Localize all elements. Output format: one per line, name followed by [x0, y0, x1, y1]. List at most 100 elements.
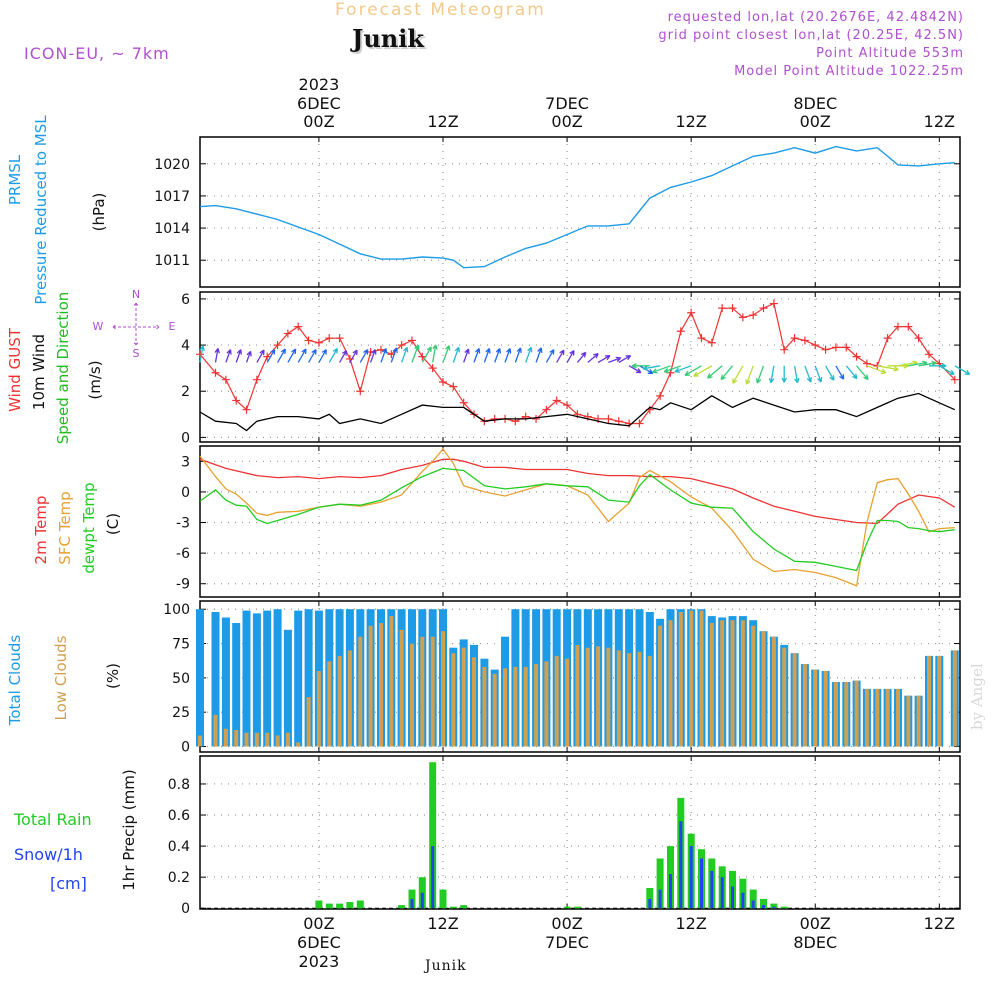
wind-direction-arrow: [793, 365, 800, 384]
wind-direction-arrow: [707, 365, 723, 379]
y-tick-label: -9: [176, 577, 190, 593]
wind-direction-arrow: [720, 365, 733, 381]
rain-bar: [770, 903, 778, 909]
gust-point: [883, 334, 892, 343]
low-cloud-bar: [720, 620, 725, 747]
wind-direction-arrow: [866, 365, 887, 374]
wind-direction-arrow: [756, 365, 765, 384]
low-cloud-bar: [399, 629, 404, 747]
total-cloud-bar: [221, 617, 230, 747]
wind-direction-arrow: [845, 365, 858, 380]
time-label-bottom: 12Z: [427, 914, 458, 933]
rain-bar: [429, 762, 437, 909]
sfc-temp-line: [199, 448, 955, 587]
total-cloud-bar: [252, 613, 261, 747]
snow-bar: [420, 892, 424, 909]
low-cloud-bar: [771, 636, 776, 747]
rain-bar: [656, 858, 664, 909]
y-tick-label: 0.4: [168, 839, 190, 855]
gust-point: [687, 308, 696, 317]
gust-point: [211, 368, 220, 377]
low-cloud-bar: [740, 620, 745, 747]
total-cloud-bar: [211, 612, 220, 747]
gust-point: [552, 396, 561, 405]
snow-bar: [679, 821, 683, 909]
snow-bar: [689, 846, 693, 909]
low-cloud-bar: [647, 655, 652, 747]
y-tick-label: 0.2: [168, 870, 190, 886]
gust-point: [635, 419, 644, 428]
gust-point: [542, 405, 551, 414]
panel-frame-3: [199, 445, 961, 598]
low-cloud-bar: [337, 655, 342, 747]
rain-bar: [760, 898, 767, 909]
y-tick-label: 0: [181, 901, 190, 917]
low-cloud-bar: [823, 671, 828, 747]
wind-direction-arrow: [214, 348, 220, 363]
gust-point: [252, 375, 261, 384]
y-tick-label: 0.8: [168, 777, 190, 793]
wind-direction-arrow: [473, 348, 481, 363]
rain-bar: [749, 889, 757, 909]
wind-direction-arrow: [825, 365, 835, 381]
time-label-top: 00Z: [551, 112, 582, 131]
time-label-bottom: 12Z: [675, 914, 706, 933]
rain-bar: [439, 889, 447, 909]
pressure-ylabel-2: Pressure Reduced to MSL: [32, 115, 50, 305]
low-cloud-bar: [616, 650, 621, 747]
gust-point: [242, 405, 251, 414]
rain-bar: [315, 900, 323, 909]
low-cloud-bar: [927, 655, 931, 747]
time-label-bottom: 00Z: [303, 914, 334, 933]
compass-rose: [112, 302, 160, 346]
gust-point: [728, 304, 737, 313]
cloud-unit: (%): [104, 663, 122, 689]
low-cloud-bar: [885, 688, 890, 747]
total-cloud-bar: [294, 610, 303, 747]
rain-bar: [346, 902, 354, 909]
time-label-bottom: 2023: [299, 952, 340, 971]
snow-bar: [431, 846, 435, 909]
wind-direction-arrow: [256, 349, 265, 363]
gust-point: [914, 334, 923, 343]
low-cloud-bar: [198, 735, 202, 747]
time-label-top: 12Z: [924, 112, 955, 131]
wind-direction-arrow: [745, 365, 754, 385]
wind-direction-arrow: [576, 351, 587, 363]
rain-bar: [646, 888, 654, 909]
low-cloud-bar: [802, 664, 807, 747]
temp-ylabel-dewpt: dewpt Temp: [80, 482, 98, 573]
y-tick-label: -6: [176, 546, 190, 562]
gust-point: [676, 327, 685, 336]
gust-point: [283, 329, 292, 338]
low-cloud-bar: [482, 666, 487, 747]
low-cloud-bar: [513, 666, 518, 747]
gust-point: [800, 336, 809, 345]
wind-direction-arrow: [287, 348, 297, 363]
low-cloud-bar: [813, 669, 818, 747]
low-cloud-bar: [244, 732, 249, 747]
low-cloud-bar: [952, 650, 957, 747]
wind-unit: (m/s): [86, 360, 104, 399]
low-cloud-bar: [906, 695, 911, 747]
total-cloud-bar: [196, 609, 204, 747]
gust-point: [749, 311, 758, 320]
point-altitude: Point Altitude 553m: [816, 46, 964, 61]
gust-point: [563, 401, 572, 410]
gust-point: [769, 299, 778, 308]
wind-direction-arrow: [349, 349, 358, 363]
wind-direction-arrow: [597, 354, 611, 363]
time-label-bottom: 8DEC: [793, 933, 837, 952]
y-tick-label: 2: [181, 384, 190, 400]
rain-bar: [356, 900, 364, 909]
gust-point: [490, 414, 499, 423]
low-cloud-bar: [575, 644, 580, 747]
panel-frame-1: [199, 136, 961, 288]
gust-point: [532, 414, 541, 423]
gust-point: [790, 334, 799, 343]
low-cloud-bar: [265, 732, 270, 747]
y-tick-label: 1017: [154, 189, 190, 205]
rain-bar: [780, 906, 788, 909]
low-cloud-bar: [492, 673, 497, 747]
wind-direction-arrow: [954, 365, 971, 376]
